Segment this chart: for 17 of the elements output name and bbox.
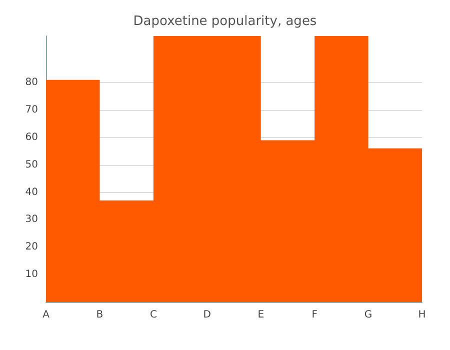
x-tick-label: E: [258, 310, 264, 320]
y-tick-label: 50: [25, 159, 38, 170]
y-tick-label: 60: [25, 132, 38, 143]
x-tick-label: D: [203, 310, 212, 320]
y-tick-label: 20: [25, 242, 38, 253]
x-tick-label: G: [364, 310, 372, 320]
y-tick-label: 30: [25, 214, 38, 226]
y-tick-label: 40: [25, 186, 38, 198]
x-tick-label: B: [96, 310, 104, 320]
y-tick-label: 10: [25, 269, 38, 280]
x-tick-label: A: [42, 310, 50, 320]
y-tick-label: 80: [25, 77, 38, 88]
x-tick-label: H: [418, 310, 426, 320]
x-tick-label: F: [312, 310, 318, 320]
chart-title: Dapoxetine popularity, ages: [133, 14, 317, 29]
x-tick-label: C: [150, 310, 157, 320]
y-tick-label: 70: [25, 104, 38, 116]
